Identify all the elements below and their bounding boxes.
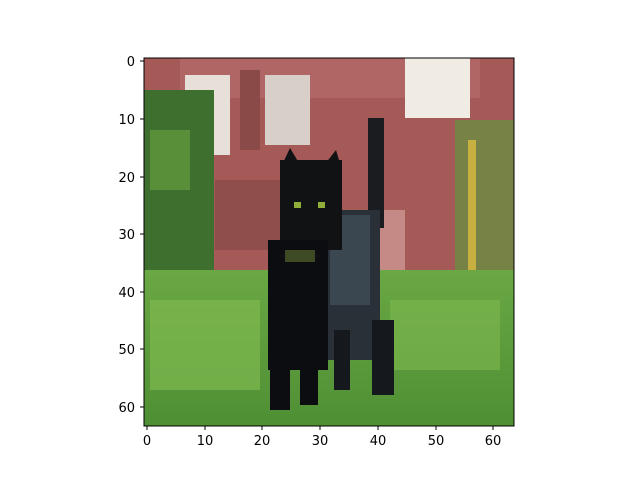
cat-front-leg-left (270, 340, 290, 410)
building-window-right (405, 58, 470, 118)
cat-eye-right (318, 202, 325, 208)
cat-tail (368, 118, 384, 228)
x-tick-label-60: 60 (485, 434, 502, 449)
building-window-frame (240, 70, 260, 150)
y-tick-label-50: 50 (118, 343, 135, 358)
cat-ear-left (282, 148, 302, 168)
grass-light-patch-right (390, 300, 500, 370)
y-tick-label-20: 20 (118, 171, 135, 186)
x-tick-label-10: 10 (197, 434, 214, 449)
y-tick-label-0: 0 (127, 55, 135, 70)
cat-hind-leg-left (334, 330, 350, 390)
black-cat (268, 118, 394, 410)
cat-front-leg-right (300, 340, 318, 405)
right-plant-stem (468, 140, 476, 290)
x-tick-label-20: 20 (254, 434, 271, 449)
left-foliage-highlight (150, 130, 190, 190)
grass-light-patch (150, 300, 260, 390)
x-tick-label-50: 50 (428, 434, 445, 449)
cat-ear-right (322, 150, 342, 170)
building-window-middle (265, 75, 310, 145)
axes-frame (143, 57, 515, 427)
cat-head (280, 160, 342, 250)
x-tick-label-40: 40 (370, 434, 387, 449)
image-area (144, 58, 514, 426)
y-axis: 0 10 20 30 40 50 60 (118, 55, 144, 416)
cat-eye-left (294, 202, 301, 208)
x-tick-label-0: 0 (143, 434, 151, 449)
y-tick-label-30: 30 (118, 228, 135, 243)
cat-collar (285, 250, 315, 262)
cat-hind-leg-right (372, 320, 394, 395)
x-axis: 0 10 20 30 40 50 60 (143, 426, 501, 449)
y-tick-label-10: 10 (118, 113, 135, 128)
y-tick-label-40: 40 (118, 286, 135, 301)
x-tick-label-30: 30 (312, 434, 329, 449)
y-tick-label-60: 60 (118, 401, 135, 416)
